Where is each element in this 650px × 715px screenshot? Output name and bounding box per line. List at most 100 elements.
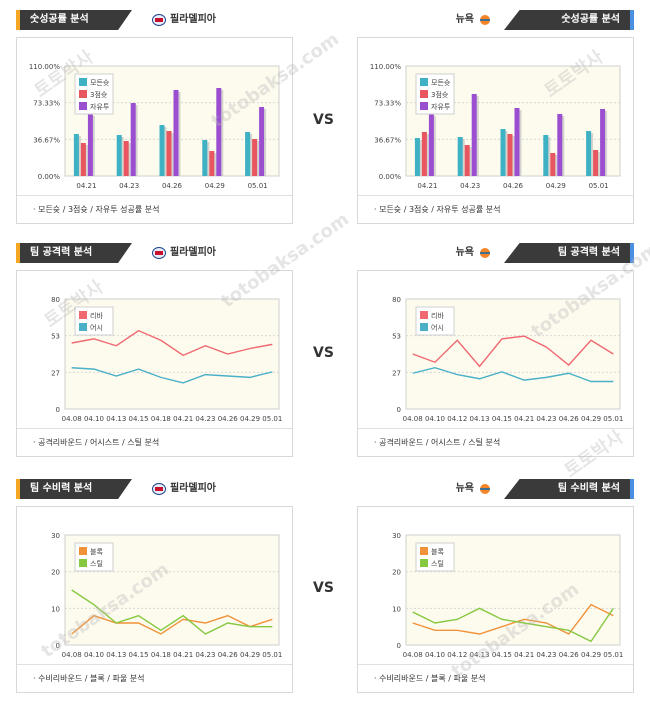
x-tick-label: 04.08 (403, 651, 423, 659)
panel-defense-newyork: 뉴욕 팀 수비력 분석 0 10 20 30 04.08 04.10 04.12 04.13 0… (357, 479, 634, 693)
y-tick-label: 0.00% (38, 173, 61, 181)
series-line (412, 607, 614, 643)
team-name: 뉴욕 (455, 483, 474, 494)
y-tick-label: 10 (392, 605, 401, 613)
bar (259, 107, 265, 176)
legend-label: 스틸 (90, 560, 103, 568)
y-tick-label: 27 (51, 369, 60, 377)
legend-label: 모든슛 (90, 79, 110, 87)
legend-label: 자유투 (90, 102, 110, 111)
panel-header: 뉴욕 숫성공률 분석 (357, 10, 634, 30)
x-tick-label: 04.13 (106, 651, 126, 659)
team-label: 필라델피아 (152, 245, 216, 261)
x-tick-label: 04.26 (218, 651, 239, 659)
legend-swatch (420, 547, 428, 555)
legend-swatch (420, 311, 428, 319)
panel-title-tab: 숫성공률 분석 (16, 10, 132, 30)
x-tick-label: 04.15 (492, 415, 512, 423)
y-tick-label: 110.00% (29, 63, 60, 71)
panel-header: 팀 공격력 분석 필라델피아 (16, 243, 293, 263)
x-tick-label: 04.15 (129, 651, 149, 659)
panel-footer: · 공격리바운드 / 어시스트 / 스틸 분석 (17, 428, 292, 456)
bar (543, 135, 549, 176)
series-line (412, 603, 614, 635)
bar-chart: 0.00% 36.67% 73.33% 110.00% 04.21 04.23 04.26 0… (370, 63, 621, 190)
y-tick-label: 73.33% (374, 100, 401, 108)
y-tick-label: 36.67% (374, 136, 401, 144)
bar (550, 153, 556, 176)
y-tick-label: 80 (51, 296, 60, 304)
y-tick-label: 0 (56, 642, 60, 650)
team-name: 필라델피아 (170, 14, 216, 25)
bar (600, 109, 606, 176)
x-tick-label: 04.23 (536, 415, 556, 423)
panel-header: 뉴욕 팀 수비력 분석 (357, 479, 634, 499)
chart-box: 0 27 53 80 04.08 04.10 04.12 04.13 04.15 04.21 04.… (357, 270, 634, 457)
series-line (412, 335, 614, 368)
panel-shooting-newyork: 뉴욕 숫성공률 분석 0.00% 36.67% 73.33% 110.00% 04.21… (357, 10, 634, 224)
team-name: 뉴욕 (455, 14, 474, 25)
bar (500, 129, 506, 176)
panel-header: 팀 수비력 분석 필라델피아 (16, 479, 293, 499)
x-tick-label: 04.23 (536, 651, 556, 659)
x-tick-label: 05.01 (248, 182, 268, 190)
newyork-logo-icon (480, 484, 490, 494)
legend-swatch (420, 559, 428, 567)
x-tick-label: 04.29 (581, 415, 601, 423)
x-tick-label: 04.08 (62, 651, 82, 659)
x-tick-label: 04.15 (129, 415, 149, 423)
bar (428, 114, 434, 176)
y-tick-label: 73.33% (33, 100, 60, 108)
legend-swatch (420, 323, 428, 331)
team-label: 뉴욕 (456, 12, 492, 28)
x-tick-label: 04.29 (546, 182, 566, 190)
vs-label: VS (313, 580, 334, 596)
bar (421, 132, 427, 176)
x-tick-label: 04.23 (460, 182, 480, 190)
series-line (71, 614, 273, 635)
panel-footer: · 수비리바운드 / 블록 / 파울 분석 (358, 664, 633, 692)
y-tick-label: 80 (392, 296, 401, 304)
legend-label: 3점슛 (431, 91, 449, 99)
x-tick-label: 04.18 (151, 651, 171, 659)
bar (87, 114, 93, 176)
x-tick-label: 04.21 (76, 182, 96, 190)
panel-footer: · 공격리바운드 / 어시스트 / 스틸 분석 (358, 428, 633, 456)
legend-swatch (79, 90, 87, 98)
x-tick-label: 04.29 (240, 651, 260, 659)
bar (471, 94, 477, 176)
bar (586, 131, 592, 176)
x-tick-label: 04.21 (514, 651, 534, 659)
team-name: 필라델피아 (170, 483, 216, 494)
x-tick-label: 04.21 (173, 415, 193, 423)
legend-label: 리바 (90, 311, 103, 320)
x-tick-label: 04.26 (162, 182, 183, 190)
x-tick-label: 04.21 (514, 415, 534, 423)
philadelphia-logo-icon (152, 483, 166, 495)
panel-title-tab: 팀 수비력 분석 (504, 479, 634, 499)
legend-swatch (420, 90, 428, 98)
y-tick-label: 30 (51, 532, 60, 540)
x-tick-label: 04.26 (559, 651, 580, 659)
x-tick-label: 05.01 (603, 415, 623, 423)
x-tick-label: 04.08 (403, 415, 423, 423)
x-tick-label: 04.23 (119, 182, 139, 190)
panel-attack-philadelphia: 팀 공격력 분석 필라델피아 0 27 53 80 04.08 04.10 04.13 04.… (16, 243, 293, 457)
y-tick-label: 53 (51, 333, 60, 341)
x-tick-label: 04.29 (581, 651, 601, 659)
series-line (71, 329, 273, 357)
series-line (71, 367, 273, 384)
team-name: 뉴욕 (455, 247, 474, 258)
legend-swatch (420, 102, 428, 110)
panel-header: 숫성공률 분석 필라델피아 (16, 10, 293, 30)
panel-title: 숫성공률 분석 (30, 14, 89, 25)
panel-header: 뉴욕 팀 공격력 분석 (357, 243, 634, 263)
team-label: 뉴욕 (456, 245, 492, 261)
y-tick-label: 53 (392, 333, 401, 341)
x-tick-label: 04.23 (195, 651, 215, 659)
newyork-logo-icon (480, 15, 490, 25)
x-tick-label: 04.08 (62, 415, 82, 423)
